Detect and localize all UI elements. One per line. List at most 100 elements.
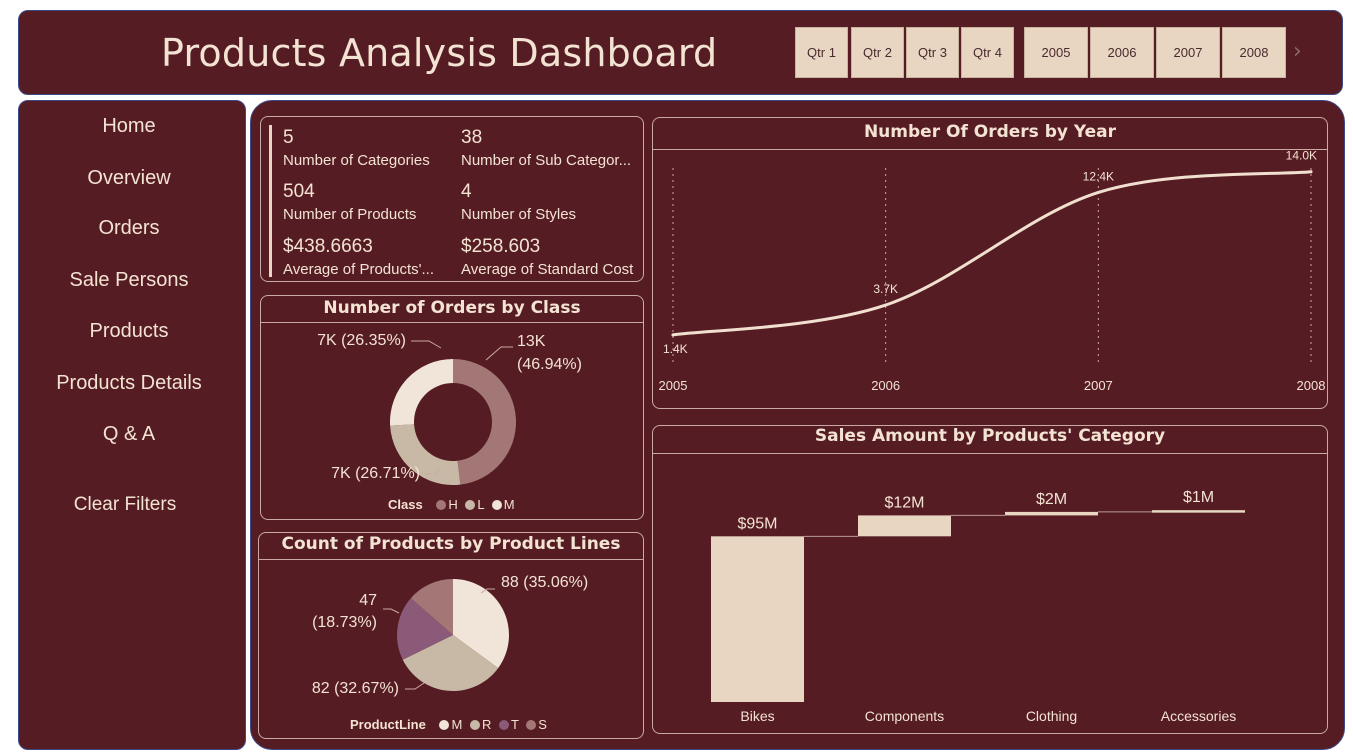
pie-leader-T <box>383 608 400 614</box>
legend-label-l: L <box>477 497 485 512</box>
orders-by-class-card: Number of Orders by Class 13K (46.94%) 7K … <box>260 295 644 520</box>
donut-leader-H <box>485 346 513 361</box>
orders-by-year-card: Number Of Orders by Year 2005 2006 2007 200… <box>652 117 1328 409</box>
data-label-2007: 12.4K <box>1083 169 1114 183</box>
x-tick-bikes: Bikes <box>740 708 774 724</box>
legend-label-pl-m: M <box>451 717 463 732</box>
donut-slice-M <box>390 359 453 426</box>
donut-label-H: 13K <box>517 333 546 350</box>
sales-by-category-card: Sales Amount by Products' Category $95M B… <box>652 425 1328 734</box>
nav-products-details[interactable]: Products Details <box>56 372 202 394</box>
line-point-2006 <box>884 303 888 307</box>
line-point-2005 <box>671 333 675 337</box>
slicer-year-2007[interactable]: 2007 <box>1156 27 1220 78</box>
product-lines-title: Count of Products by Product Lines <box>281 534 621 554</box>
pie-leader-R <box>405 682 425 690</box>
donut-leader-L <box>425 467 440 475</box>
legend-label-pl-s: S <box>538 717 547 732</box>
kpi-styles-label: Number of Styles <box>461 206 577 223</box>
nav-products[interactable]: Products <box>89 320 169 342</box>
class-legend-title: Class <box>388 497 423 512</box>
bar-label-clothing: $2M <box>1036 491 1067 508</box>
bar-components <box>858 515 951 537</box>
kpi-avg-price-label: Average of Products'... <box>283 261 435 278</box>
donut-slice-H <box>453 359 517 485</box>
product-lines-chart: 88 (35.06%) 82 (32.67%) 47 (18.73%) <box>312 574 588 697</box>
x-tick-accessories: Accessories <box>1161 708 1236 724</box>
legend-dot-h <box>436 500 447 510</box>
kpi-card: 5 Number of Categories 38 Number of Sub … <box>260 116 644 282</box>
slicer-year-2005[interactable]: 2005 <box>1024 27 1088 78</box>
pie-slice-M <box>453 579 509 669</box>
legend-label-h: H <box>448 497 458 512</box>
kpi-avg-cost-label: Average of Standard Cost <box>461 261 634 278</box>
kpi-subcategories-label: Number of Sub Categor... <box>461 152 632 169</box>
pie-slice-S <box>410 579 453 635</box>
x-tick-2007: 2007 <box>1084 378 1113 393</box>
legend-dot-m <box>491 500 502 510</box>
pie-slice-R <box>402 635 499 691</box>
pie-label-R: 82 (32.67%) <box>312 680 399 697</box>
bar-clothing <box>1005 511 1098 516</box>
main-content: 5 Number of Categories 38 Number of Sub … <box>250 100 1345 750</box>
orders-by-year-chart: 2005 2006 2007 2008 1.4K 3.7K 12.4K 14.0K <box>659 150 1326 393</box>
line-point-2007 <box>1096 190 1100 194</box>
slicer-qtr-4[interactable]: Qtr 4 <box>961 27 1014 78</box>
slicer-qtr-1[interactable]: Qtr 1 <box>795 27 848 78</box>
orders-by-year-title: Number Of Orders by Year <box>863 122 1117 142</box>
nav-orders[interactable]: Orders <box>98 217 160 239</box>
clear-filters-button[interactable]: Clear Filters <box>73 494 177 515</box>
header-bar: Products Analysis Dashboard Qtr 1 Qtr 2 … <box>18 10 1343 95</box>
pie-leader-M <box>480 588 495 594</box>
bar-label-bikes: $95M <box>737 515 777 532</box>
bar-label-components: $12M <box>884 494 924 511</box>
kpi-categories-value: 5 <box>283 127 294 148</box>
kpi-avg-price-value: $438.6663 <box>283 236 373 257</box>
nav-sale-persons[interactable]: Sale Persons <box>69 269 189 291</box>
donut-leader-M <box>411 340 442 349</box>
orders-by-class-title: Number of Orders by Class <box>323 298 581 318</box>
legend-label-m: M <box>503 497 515 512</box>
legend-dot-pl-m <box>439 720 450 730</box>
productline-legend: ProductLine M R T S <box>350 717 547 732</box>
slicer-qtr-3[interactable]: Qtr 3 <box>906 27 959 78</box>
donut-label-L: 7K (26.71%) <box>331 465 420 482</box>
x-tick-clothing: Clothing <box>1026 708 1077 724</box>
donut-label-M: 7K (26.35%) <box>317 332 406 349</box>
nav-q-and-a[interactable]: Q & A <box>102 423 156 445</box>
data-label-2006: 3.7K <box>873 282 898 296</box>
kpi-products-value: 504 <box>283 181 315 202</box>
x-tick-components: Components <box>865 708 944 724</box>
legend-label-pl-t: T <box>510 717 519 732</box>
kpi-avg-cost-value: $258.603 <box>461 236 541 257</box>
pie-slice-T <box>397 598 453 660</box>
donut-slice-L <box>390 424 461 485</box>
bar-bikes <box>711 536 804 702</box>
nav-home[interactable]: Home <box>102 115 156 137</box>
legend-dot-pl-t <box>498 720 509 730</box>
sales-by-category-title: Sales Amount by Products' Category <box>814 426 1166 446</box>
orders-line <box>671 170 1313 337</box>
kpi-accent-bar <box>269 125 272 277</box>
x-tick-2005: 2005 <box>659 378 688 393</box>
legend-dot-pl-s <box>526 720 537 730</box>
bar-accessories <box>1152 510 1245 513</box>
slicer-year-2008[interactable]: 2008 <box>1222 27 1286 78</box>
donut-label-H: (46.94%) <box>517 356 582 373</box>
chevron-right-icon[interactable]: › <box>1293 39 1302 64</box>
kpi-styles-value: 4 <box>461 181 472 202</box>
data-label-2008: 14.0K <box>1286 150 1317 163</box>
pie-label-T: (18.73%) <box>312 614 377 631</box>
legend-dot-pl-r <box>469 720 480 730</box>
page-title: Products Analysis Dashboard <box>161 31 718 75</box>
slicer-qtr-2[interactable]: Qtr 2 <box>851 27 904 78</box>
slicer-year-2006[interactable]: 2006 <box>1090 27 1154 78</box>
orders-by-class-chart: 13K (46.94%) 7K (26.71%) 7K (26.35%) <box>317 332 582 485</box>
class-legend: Class H L M <box>388 497 515 512</box>
sales-by-category-chart: $95M Bikes $12M Components $2M Clothing $1M Acc… <box>711 489 1245 724</box>
kpi-categories-label: Number of Categories <box>283 152 430 169</box>
bar-label-accessories: $1M <box>1183 489 1214 506</box>
x-tick-2006: 2006 <box>871 378 900 393</box>
data-label-2005: 1.4K <box>663 342 688 356</box>
nav-overview[interactable]: Overview <box>87 167 171 189</box>
